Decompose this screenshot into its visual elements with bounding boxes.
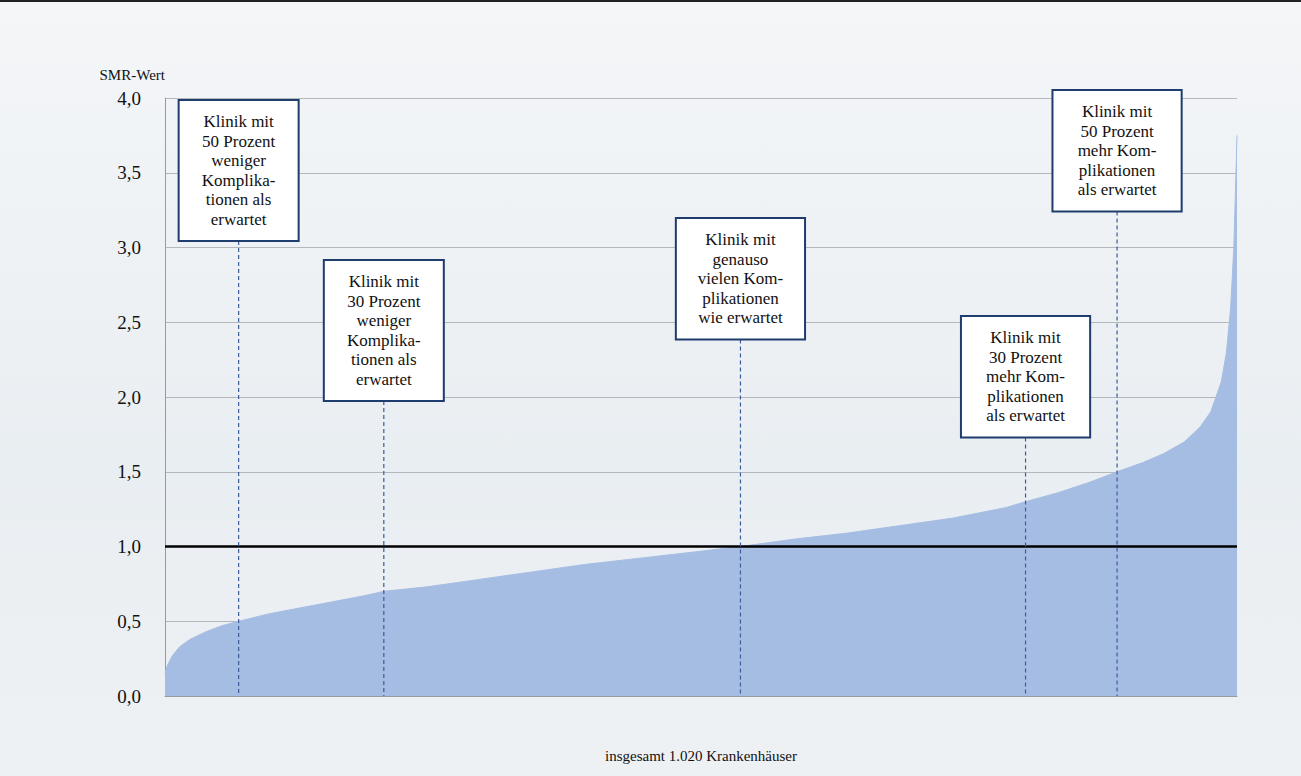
svg-text:2,0: 2,0 xyxy=(117,387,141,408)
svg-text:Komplika-: Komplika- xyxy=(347,331,421,350)
svg-text:insgesamt 1.020 Krankenhäuser: insgesamt 1.020 Krankenhäuser xyxy=(605,748,797,764)
svg-text:Klinik mit: Klinik mit xyxy=(990,328,1061,347)
svg-text:50 Prozent: 50 Prozent xyxy=(1080,122,1153,141)
svg-text:als erwartet: als erwartet xyxy=(986,406,1065,425)
svg-text:3,5: 3,5 xyxy=(117,162,141,183)
svg-text:Klinik mit: Klinik mit xyxy=(705,230,776,249)
svg-text:tionen als: tionen als xyxy=(351,350,417,369)
svg-text:50 Prozent: 50 Prozent xyxy=(202,132,275,151)
svg-text:vielen Kom-: vielen Kom- xyxy=(698,269,784,288)
svg-text:plikationen: plikationen xyxy=(1079,161,1156,180)
svg-text:genauso: genauso xyxy=(713,250,769,269)
svg-text:mehr Kom-: mehr Kom- xyxy=(1078,141,1157,160)
svg-text:plikationen: plikationen xyxy=(987,387,1064,406)
svg-text:erwartet: erwartet xyxy=(356,370,412,389)
svg-text:Klinik mit: Klinik mit xyxy=(203,112,274,131)
svg-text:tionen als: tionen als xyxy=(206,190,272,209)
svg-text:Klinik mit: Klinik mit xyxy=(1082,102,1153,121)
svg-text:erwartet: erwartet xyxy=(211,210,267,229)
svg-text:SMR-Wert: SMR-Wert xyxy=(100,67,166,83)
svg-text:mehr Kom-: mehr Kom- xyxy=(986,367,1065,386)
svg-text:30 Prozent: 30 Prozent xyxy=(347,292,420,311)
svg-text:1,5: 1,5 xyxy=(117,461,141,482)
svg-text:30 Prozent: 30 Prozent xyxy=(989,348,1062,367)
svg-text:0,5: 0,5 xyxy=(117,611,141,632)
svg-text:weniger: weniger xyxy=(211,151,266,170)
svg-text:1,0: 1,0 xyxy=(117,536,141,557)
svg-text:plikationen: plikationen xyxy=(702,289,779,308)
svg-text:als erwartet: als erwartet xyxy=(1078,180,1157,199)
svg-text:wie erwartet: wie erwartet xyxy=(698,308,783,327)
svg-text:4,0: 4,0 xyxy=(117,88,141,109)
svg-text:Klinik mit: Klinik mit xyxy=(349,272,420,291)
svg-text:0,0: 0,0 xyxy=(117,686,141,707)
svg-text:2,5: 2,5 xyxy=(117,312,141,333)
svg-text:3,0: 3,0 xyxy=(117,237,141,258)
svg-text:weniger: weniger xyxy=(356,311,411,330)
svg-text:Komplika-: Komplika- xyxy=(202,171,276,190)
